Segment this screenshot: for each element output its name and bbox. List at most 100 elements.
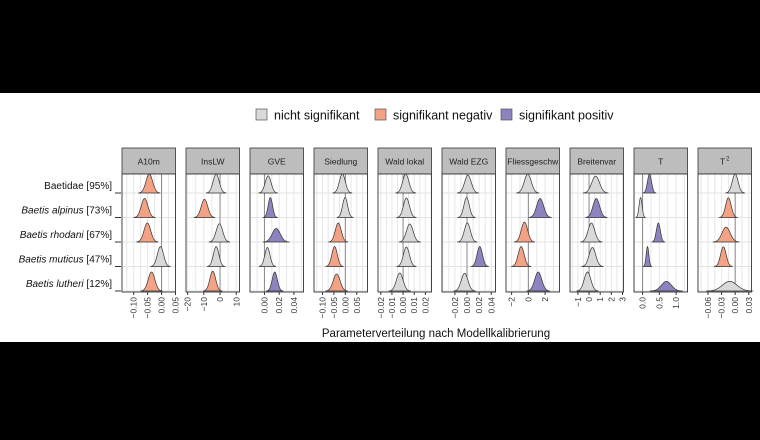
panel-title: InsLW <box>201 157 224 167</box>
density-neg-row-3 <box>712 226 740 243</box>
panel-border <box>249 173 304 293</box>
density-neg-row-4 <box>511 246 532 267</box>
density-ns-row-3 <box>457 222 478 243</box>
x-tick-label: 10 <box>231 297 241 307</box>
row-label-percent: [12%] <box>84 279 113 290</box>
panel-gve: GVE 0.00 0.02 0.04 <box>249 147 304 314</box>
x-tick-label: −0.05 <box>329 297 339 319</box>
x-tick-label: 0.00 <box>340 297 350 314</box>
density-pos-row-3 <box>262 228 290 243</box>
density-ns-row-2 <box>396 197 417 218</box>
density-neg-row-3 <box>513 221 535 243</box>
density-ns-row-1 <box>258 175 278 194</box>
density-neg-row-2 <box>719 197 738 218</box>
x-tick-label: −0.10 <box>317 297 327 319</box>
panel-title: GVE <box>268 157 286 167</box>
x-tick-label: 0.02 <box>274 297 284 314</box>
panel-title: T <box>658 157 663 167</box>
panel-title: Siedlung <box>324 157 357 167</box>
x-tick-label: −0.02 <box>376 297 386 319</box>
density-ns-row-5 <box>453 272 476 292</box>
panel-strip <box>121 147 176 175</box>
density-ns-row-3 <box>398 223 421 243</box>
x-tick-label: 0.03 <box>744 297 754 314</box>
x-tick-label: −0.03 <box>717 297 727 319</box>
panel-t-sq: T2 −0.06 −0.03 0.00 0.03 <box>697 147 754 319</box>
row-label-species: Baetis alpinus <box>21 206 83 217</box>
panel-t: T 0.0 0.5 1.0 <box>633 147 688 309</box>
panel-strip <box>249 147 304 175</box>
panel-title-text: T <box>658 157 663 167</box>
legend-item-neg: signifikant negativ <box>374 109 493 123</box>
x-tick-label: 0 <box>215 297 225 302</box>
density-neg-row-4 <box>325 246 344 267</box>
panel-title: Breitenvar <box>577 157 616 167</box>
density-ns-row-2 <box>635 197 646 218</box>
row-label: Baetis alpinus [73%] <box>21 206 112 217</box>
x-tick-label: 1 <box>595 297 605 302</box>
density-pos-row-4 <box>642 246 653 267</box>
legend-key <box>255 108 268 121</box>
panel-background <box>570 174 624 292</box>
density-neg-row-5 <box>325 273 348 292</box>
x-tick-label: 0.0 <box>638 297 648 309</box>
density-neg-row-3 <box>328 222 349 243</box>
x-tick-label: 0.00 <box>157 297 167 314</box>
density-ns-row-5 <box>706 280 754 292</box>
panel-strip <box>313 147 368 175</box>
density-neg-row-4 <box>714 246 733 267</box>
x-tick-label: 0.04 <box>289 297 299 314</box>
density-ns-row-1 <box>582 175 609 194</box>
legend-key <box>500 108 513 121</box>
x-tick-label: −10 <box>199 297 209 312</box>
panel-wald-lokal: Wald lokal −0.02 −0.01 0.00 0.01 0.02 <box>376 147 432 319</box>
x-tick-label: 0.00 <box>259 297 269 314</box>
x-tick-label: 0 <box>523 297 533 302</box>
panel-title: Wald lokal <box>385 157 424 167</box>
x-tick-label: −20 <box>183 297 193 312</box>
panel-border <box>121 173 176 293</box>
panel-border <box>633 173 688 293</box>
density-ns-row-4 <box>150 246 171 267</box>
x-tick-label: 0.00 <box>398 297 408 314</box>
x-tick-label: 2 <box>606 297 616 302</box>
x-tick-label: 0 <box>584 297 594 302</box>
panel-border <box>697 173 752 293</box>
panel-strip <box>505 147 560 175</box>
x-tick-label: 0.5 <box>654 297 664 309</box>
row-label-percent: [67%] <box>84 230 113 241</box>
row-label-species: Baetis lutheri <box>26 279 85 290</box>
panel-title: A10m <box>138 157 160 167</box>
density-neg-row-3 <box>136 222 159 243</box>
x-tick-label: 0.02 <box>474 297 484 314</box>
x-tick-label: −0.05 <box>143 297 153 319</box>
panel-title: T2 <box>720 157 730 167</box>
panel-title-text: Wald lokal <box>385 157 424 167</box>
density-ns-row-4 <box>581 247 604 267</box>
x-tick-label: 0.02 <box>420 297 430 314</box>
density-ns-row-2 <box>336 197 354 218</box>
density-pos-row-5 <box>266 271 284 292</box>
panel-breitenvar: Breitenvar −1 0 1 2 3 <box>569 147 627 307</box>
panel-border <box>185 173 240 293</box>
panel-border <box>377 173 432 293</box>
legend-item-pos: signifikant positiv <box>500 108 614 123</box>
panel-fliessgeschw: Fliessgeschw −2 0 2 <box>505 147 560 307</box>
x-tick-label: 0.01 <box>409 297 419 314</box>
density-neg-row-2 <box>193 198 216 218</box>
density-ns-row-1 <box>456 174 479 194</box>
x-tick-label: 3 <box>617 297 627 302</box>
density-pos-row-2 <box>262 197 278 218</box>
legend-label: nicht signifikant <box>274 109 360 123</box>
x-tick-label: −0.02 <box>450 297 460 319</box>
density-neg-row-5 <box>140 271 163 292</box>
row-label: Baetidae [95%] <box>44 181 112 192</box>
panel-title-text: Wald EZG <box>449 157 488 167</box>
panel-strip <box>697 147 752 175</box>
ridgeline-chart: nicht signifikant signifikant negativ sign… <box>0 93 760 342</box>
x-tick-label: 0.05 <box>171 297 181 314</box>
panel-title-text: A10m <box>138 157 160 167</box>
density-pos-row-4 <box>470 246 489 267</box>
panel-title-text: InsLW <box>201 157 224 167</box>
